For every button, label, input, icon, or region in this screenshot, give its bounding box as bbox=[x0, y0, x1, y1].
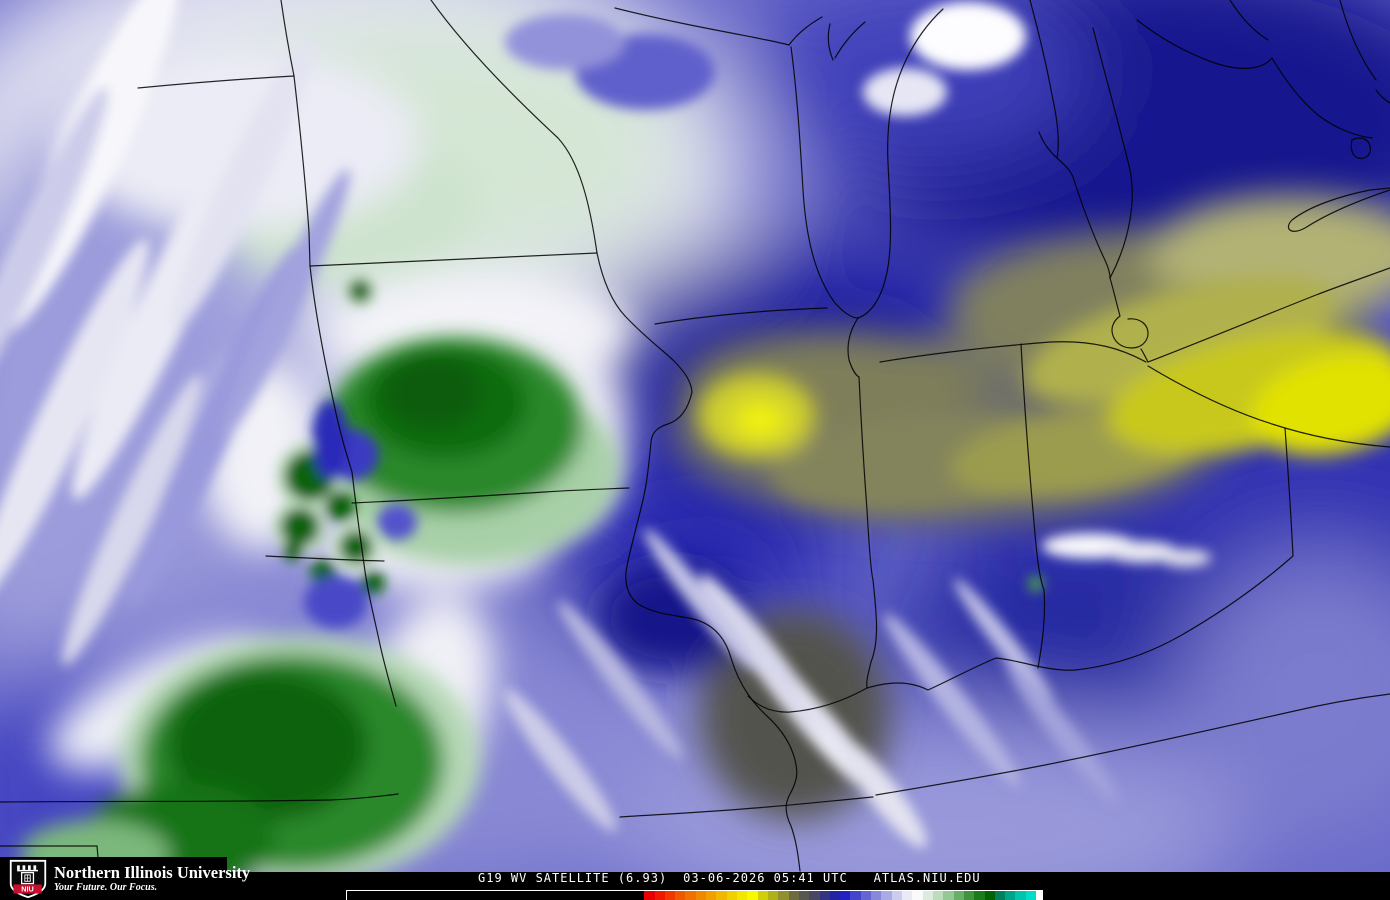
colorbar-segment bbox=[788, 891, 799, 900]
colorbar-segment bbox=[747, 891, 758, 900]
yellow-dry-band bbox=[699, 276, 1390, 512]
colorbar-segment bbox=[891, 891, 902, 900]
colorbar-segment bbox=[860, 891, 872, 900]
colorbar-blank-segment bbox=[347, 891, 645, 900]
niu-shield-icon: NIU bbox=[9, 859, 47, 899]
colorbar-segment bbox=[829, 891, 841, 900]
colorbar-segment bbox=[685, 891, 696, 900]
colorbar-segment bbox=[819, 891, 830, 900]
colorbar-segment bbox=[695, 891, 707, 900]
temperature-colorbar bbox=[346, 890, 1044, 900]
colorbar-segment bbox=[1015, 891, 1026, 900]
colorbar-segment bbox=[922, 891, 933, 900]
colorbar-segment bbox=[778, 891, 789, 900]
niu-shield-text: NIU bbox=[21, 885, 34, 894]
caption-datetime: 03-06-2026 05:41 UTC bbox=[683, 871, 848, 885]
image-caption: G19 WV SATELLITE (6.93) 03-06-2026 05:41… bbox=[478, 872, 981, 884]
colorbar-segment bbox=[932, 891, 944, 900]
university-name: Northern Illinois University bbox=[54, 862, 251, 882]
colorbar-segment bbox=[654, 891, 665, 900]
colorbar-segment bbox=[1025, 891, 1037, 900]
colorbar-segment bbox=[664, 891, 676, 900]
colorbar-segment bbox=[984, 891, 995, 900]
colorbar-segment bbox=[912, 891, 923, 900]
moisture-streaks bbox=[0, 0, 1211, 848]
colorbar-segment bbox=[850, 891, 861, 900]
university-tagline: Your Future. Our Focus. bbox=[54, 881, 158, 893]
colorbar-segment bbox=[1005, 891, 1016, 900]
colorbar-segment bbox=[840, 891, 851, 900]
caption-product: G19 WV SATELLITE (6.93) bbox=[478, 871, 668, 885]
colorbar-segment bbox=[798, 891, 810, 900]
storm-cells bbox=[273, 275, 417, 628]
colorbar-segment bbox=[737, 891, 748, 900]
colorbar-segment bbox=[706, 891, 717, 900]
colorbar-segment bbox=[953, 891, 964, 900]
colorbar-segment bbox=[767, 891, 779, 900]
colorbar-segment bbox=[943, 891, 954, 900]
state-borders bbox=[0, 0, 1390, 872]
colorbar-segment bbox=[675, 891, 686, 900]
colorbar-segment bbox=[716, 891, 727, 900]
colorbar-endcap bbox=[1036, 891, 1044, 900]
colorbar-segment bbox=[881, 891, 892, 900]
colorbar-segment bbox=[994, 891, 1006, 900]
colorbar-segment bbox=[644, 891, 655, 900]
colorbar-segment bbox=[902, 891, 913, 900]
colorbar-segment bbox=[871, 891, 882, 900]
niu-logo-block: NIU Northern Illinois University Your Fu… bbox=[0, 857, 250, 900]
colorbar-segment bbox=[809, 891, 820, 900]
colorbar-segment bbox=[963, 891, 975, 900]
caption-site: ATLAS.NIU.EDU bbox=[873, 871, 981, 885]
colorbar-segment bbox=[726, 891, 737, 900]
colorbar-segment bbox=[757, 891, 768, 900]
colorbar-segment bbox=[974, 891, 985, 900]
